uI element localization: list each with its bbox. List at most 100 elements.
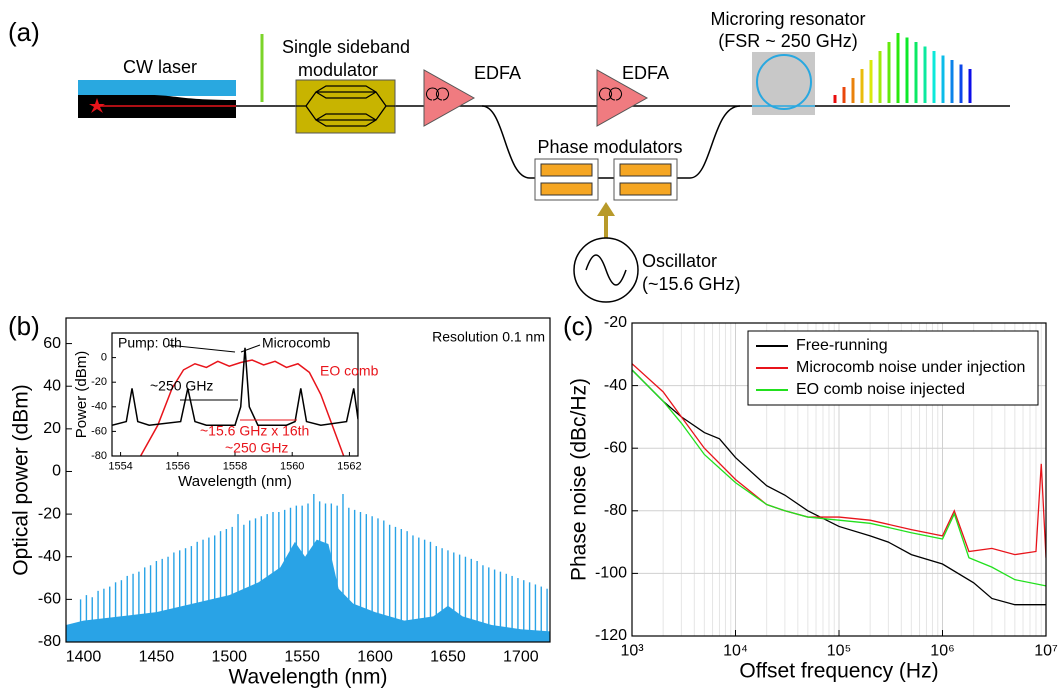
annotation: EO comb (320, 363, 379, 379)
ssb-waveguide (296, 85, 395, 127)
line (632, 363, 1046, 558)
y-axis-title: Phase noise (dBc/Hz) (568, 378, 591, 581)
edfa-label: EDFA (622, 63, 669, 83)
annotation: Pump: 0th (118, 335, 182, 351)
y-tick-label: 0 (101, 352, 107, 364)
y-tick-label: 20 (43, 420, 61, 437)
y-tick-label: -80 (38, 633, 61, 650)
panel-label: (a) (8, 17, 40, 47)
oscillator-label: (~15.6 GHz) (642, 274, 741, 294)
y-tick-label: -120 (595, 627, 627, 644)
edfa-coil (599, 87, 622, 101)
annotation: ~15.6 GHz x 16th (200, 423, 309, 439)
plot-area (112, 333, 358, 456)
microring-label: Microring resonator (710, 9, 865, 29)
ssb-box (295, 79, 396, 134)
rf-arrow-head (597, 202, 615, 216)
area (66, 539, 550, 642)
series-group (112, 347, 358, 456)
edfa (423, 69, 476, 127)
charts: 1400 1450 1500 1550 1600 1650 1700 -80 -60 -40 -20… (8, 311, 1058, 688)
x-tick-label: 10⁴ (723, 642, 748, 659)
x-tick-label: 1556 (166, 460, 190, 472)
plot-frame (631, 322, 1047, 637)
panel-label: (c) (563, 311, 593, 341)
x-tick-label: 1400 (66, 648, 102, 665)
panel-label: (b) (8, 311, 40, 341)
oscillator-wave (585, 254, 627, 286)
chart: 1400 1450 1500 1550 1600 1650 1700 -80 -60 -40 -20… (8, 311, 551, 688)
legend-label: EO comb noise injected (796, 381, 965, 398)
x-axis-title: Wavelength (nm) (228, 666, 387, 688)
annotation: ~250 GHz (225, 440, 288, 456)
x-tick-label: 1562 (337, 460, 361, 472)
x-tick-label: 1554 (108, 460, 132, 472)
edfa-label: EDFA (474, 63, 521, 83)
diagram: (a) CW laser Single sideband modulator E… (8, 9, 1010, 303)
x-tick-label: 1450 (139, 648, 175, 665)
oscillator-label: Oscillator (642, 251, 717, 271)
x-tick-label: 1700 (503, 648, 539, 665)
x-axis-title: Offset frequency (Hz) (739, 660, 938, 683)
microring (756, 54, 812, 110)
legend: Free-running Microcomb noise under inject… (747, 330, 1039, 406)
y-tick-label: -20 (604, 314, 627, 331)
x-tick-label: 10⁶ (930, 642, 954, 659)
plot-frame (111, 332, 359, 457)
legend-label: Microcomb noise under injection (796, 359, 1025, 376)
y-tick-label: -60 (38, 591, 61, 608)
y-tick-label: -40 (91, 401, 107, 413)
y-tick-label: -40 (604, 377, 627, 394)
ssb-label: Single sideband (282, 37, 410, 57)
edfa (596, 69, 649, 127)
x-tick-label: 1560 (280, 460, 304, 472)
x-tick-label: 1550 (284, 648, 320, 665)
y-tick-label: -100 (595, 565, 627, 582)
legend-box (747, 330, 1039, 406)
legend-label: Free-running (796, 337, 888, 354)
line (632, 369, 1046, 587)
y-tick-label: 60 (43, 335, 61, 352)
phase-modulators-label: Phase modulators (537, 137, 682, 157)
x-tick-label: 10⁷ (1034, 642, 1058, 659)
y-tick-label: -80 (604, 502, 627, 519)
annotation-arrow (240, 344, 261, 353)
annotation: ~250 GHz (150, 378, 213, 394)
y-tick-label: -20 (38, 505, 61, 522)
comb-icon (833, 33, 972, 103)
pm-electrode (619, 182, 672, 196)
pm-electrode (619, 163, 672, 177)
x-tick-label: 1558 (223, 460, 247, 472)
annotation: Resolution 0.1 nm (432, 329, 545, 345)
x-tick-label: 1650 (430, 648, 466, 665)
microring-label: (FSR ~ 250 GHz) (718, 31, 858, 51)
chart: 1554 1556 1558 1560 1562 -80 -60 -40 -20 0 Wavelen… (73, 326, 379, 494)
plot-frame (65, 317, 551, 643)
y-tick-label: -20 (91, 376, 107, 388)
x-tick-label: 10³ (620, 642, 644, 659)
cw-laser-label: CW laser (123, 57, 197, 77)
ssb-label: modulator (298, 60, 378, 80)
edfa-coil (426, 87, 449, 101)
y-tick-label: -80 (91, 450, 107, 462)
x-axis-title: Wavelength (nm) (178, 473, 292, 490)
x-tick-label: 1600 (357, 648, 393, 665)
laser-spark (89, 98, 105, 113)
pm-electrode (540, 163, 593, 177)
annotation: Microcomb (262, 335, 331, 351)
pm-electrode (540, 182, 593, 196)
y-axis-title: Optical power (dBm) (10, 384, 33, 575)
y-tick-label: -40 (38, 548, 61, 565)
microring-chip (752, 52, 815, 115)
series-group (632, 363, 1046, 606)
annotation-arrow (167, 344, 236, 353)
y-tick-label: -60 (604, 439, 627, 456)
x-tick-label: 1500 (211, 648, 247, 665)
chart: 10³ 10⁴ 10⁵ 10⁶ 10⁷ -120 -100 -80 -60 -40 -20 Offse… (563, 311, 1058, 683)
laser-layer (78, 80, 236, 96)
series-group (66, 450, 550, 642)
y-tick-label: 40 (43, 377, 61, 394)
x-tick-label: 10⁵ (827, 642, 851, 659)
y-tick-label: 0 (52, 463, 61, 480)
